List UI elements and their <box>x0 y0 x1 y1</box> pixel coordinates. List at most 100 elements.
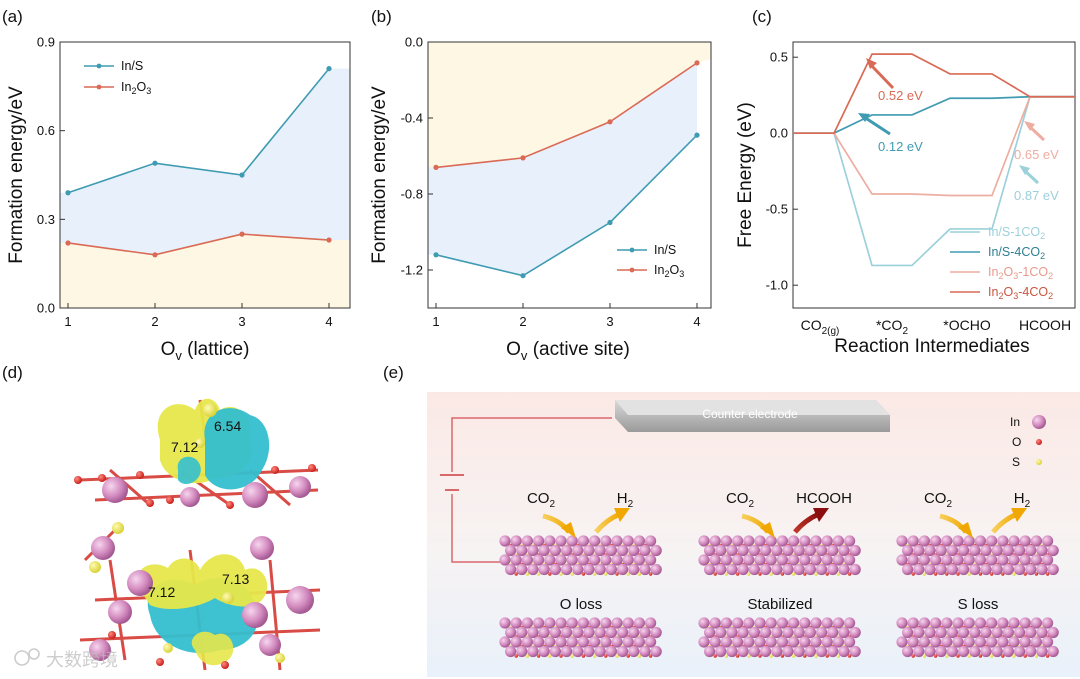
in-atom-case1-bottom-3-10 <box>617 645 629 658</box>
in-atom-case3-bottom-0-0 <box>896 617 908 629</box>
in-atom-case3-bottom-3-7 <box>980 645 992 658</box>
in-atom-case1-bottom-0-5 <box>555 617 567 629</box>
in-atom-case3-bottom-0-1 <box>907 617 919 629</box>
panel-b-point-in-s-3 <box>694 132 700 138</box>
in-atom-case3-top-3-11 <box>1025 563 1037 576</box>
in-atom-case1-top-0-4 <box>544 535 556 547</box>
in-atom-case1-bottom-2-7 <box>577 636 590 648</box>
panel-a-ytick-label-0: 0.0 <box>37 301 55 316</box>
in-atom-case1-top-3-13 <box>650 563 662 576</box>
in-atom-case1-top-1-2 <box>527 544 539 557</box>
in-atom-case3-top-2-13 <box>1042 554 1054 566</box>
in-atom-case2-bottom-3-0 <box>704 645 716 658</box>
small-atom-case2-bottom-3-8 <box>803 654 807 658</box>
in-atom-case2-bottom-0-1 <box>709 617 721 629</box>
panel-b-point-in-s-1 <box>520 273 526 279</box>
small-atom-case3-bottom-3-7 <box>989 654 994 658</box>
lower-label-712: 7.12 <box>148 584 175 600</box>
legend-label-in-s: In/S <box>121 59 143 73</box>
lower-atoms <box>89 522 314 669</box>
panel-c-ytick-label-0: -1.0 <box>766 278 788 293</box>
upper-label-654: 6.54 <box>214 418 241 434</box>
in-atom-case1-top-0-0 <box>499 535 511 547</box>
lower-label-713: 7.13 <box>222 571 249 587</box>
in-atom-case1-top-2-9 <box>600 554 612 566</box>
upper-charge-cyan <box>204 408 270 490</box>
in-atom-case3-top-2-10 <box>1008 554 1020 566</box>
in-atom-case3-top-3-2 <box>924 563 936 576</box>
panel-c-line-in2o3-4co2 <box>793 53 1075 135</box>
panel-c-annotations: 0.52 eV 0.12 eV 0.65 eV 0.87 eV <box>858 58 1059 203</box>
chart-panel-c: -1.0 -0.5 0.0 0.5 0.52 eV 0.12 eV 0.65 eV 0… <box>735 41 1076 357</box>
small-atom-case1-top-3-6 <box>581 572 586 576</box>
in-atom-case1-bottom-3-4 <box>549 645 562 658</box>
case3-out-arrowhead <box>1011 508 1027 522</box>
in-atom-case1-top-3-2 <box>527 563 539 576</box>
in-atom-case3-bottom-2-13 <box>1042 636 1054 648</box>
legend-s-ball <box>1036 459 1042 465</box>
in-atom-case2-bottom-3-6 <box>771 645 783 658</box>
upper-atoms <box>74 403 316 509</box>
in-atom-case2-bottom-3-2 <box>726 645 738 658</box>
in-atom-case1-bottom-0-1 <box>510 617 522 629</box>
counter-electrode-label: Counter electrode <box>702 407 798 421</box>
annotation-arrowhead-065 <box>1024 121 1035 131</box>
in-atom-case3-bottom-0-13 <box>1042 617 1054 629</box>
in-atom-case3-bottom-3-11 <box>1025 645 1037 658</box>
in-atom-case3-top-0-5 <box>952 535 964 547</box>
small-atom-case3-bottom-3-5 <box>967 654 971 658</box>
in-atom-case2-bottom-1-2 <box>726 626 738 639</box>
in-atom-case1-top-1-0 <box>505 544 517 557</box>
in-atom-case3-top-3-5 <box>958 563 970 576</box>
in-atom-case2-top-3-9 <box>804 563 817 576</box>
in-atom-case3-bottom-1-6 <box>969 626 981 639</box>
in-atom-case1-top-0-1 <box>510 535 522 547</box>
in-atom-case1-bottom-2-13 <box>645 636 657 648</box>
panel-a-xlabel: Ov (lattice) <box>161 339 250 363</box>
in-atom-case3-top-1-7 <box>980 544 992 557</box>
in-atom-case3-top-1-1 <box>913 544 925 557</box>
annotation-arrow-012 <box>863 115 891 136</box>
in-atom-case2-bottom-3-9 <box>804 645 817 658</box>
charge-density-panel-d: 6.54 7.12 <box>14 398 321 671</box>
in-atom-case3-bottom-2-11 <box>1019 636 1031 648</box>
case1-input: CO2 <box>527 490 556 510</box>
in-atom-case2-bottom-0-8 <box>788 617 800 629</box>
panel-a-frame <box>59 41 351 309</box>
chart-panel-b: -1.2 -0.8 -0.4 0.0 1 2 3 4 In/S In2O3 Formation… <box>369 35 712 363</box>
in-atom-case1-top-0-5 <box>555 535 567 547</box>
in-atom-case2-top-1-9 <box>804 544 817 557</box>
in-atom-case3-bottom-3-2 <box>924 645 936 658</box>
in-atom-case3-top-1-9 <box>1002 544 1015 557</box>
schematic-panel-e: Counter electrode In O S CO2 H2 CO2 HCOO… <box>427 392 1080 677</box>
small-atom-case1-top-3-3 <box>548 572 552 576</box>
in-atom-case3-bottom-3-4 <box>946 645 959 658</box>
in-atom-case3-bottom-0-4 <box>941 617 953 629</box>
small-atom-case2-bottom-3-2 <box>735 654 740 658</box>
panel-c-line-in-s-1co2 <box>793 95 1075 267</box>
in-atom-case3-top-2-12 <box>1030 554 1042 566</box>
panel-b-xtick-label-1: 2 <box>519 314 526 329</box>
in-atom-case3-top-0-6 <box>963 535 975 547</box>
small-atom-case3-top-3-9 <box>1012 572 1016 576</box>
in-atom-case2-top-2-11 <box>821 554 833 566</box>
panel-a-xtick-label-3: 4 <box>325 314 332 329</box>
in-atom-case2-bottom-1-12 <box>838 626 850 639</box>
legend-label-in2o3-1co2: In2O3-1CO2 <box>988 265 1053 281</box>
small-atom-case2-bottom-3-7 <box>791 654 796 658</box>
in-atom-case2-top-2-5 <box>754 554 766 566</box>
small-atom-case2-bottom-3-4 <box>758 654 762 658</box>
in-atom-case1-bottom-1-8 <box>594 626 606 639</box>
small-atom-case2-bottom-3-12 <box>847 654 852 658</box>
in-atom-case1-top-0-11 <box>622 535 634 547</box>
panel-b-point-in2o3-2 <box>607 119 613 125</box>
case1-out-arrowhead <box>614 508 630 522</box>
in-atom-case2-top-1-5 <box>760 544 772 557</box>
small-atom-case3-bottom-3-0 <box>911 654 915 658</box>
in-atom-case1-top-3-7 <box>583 563 595 576</box>
in-atom-case3-top-0-3 <box>930 535 942 547</box>
in-atom-case1-bottom-3-1 <box>516 645 528 658</box>
in-atom-case3-bottom-2-1 <box>907 636 919 648</box>
in-atom-case1-top-2-6 <box>566 554 578 566</box>
in-atom-case2-bottom-1-9 <box>804 626 817 639</box>
